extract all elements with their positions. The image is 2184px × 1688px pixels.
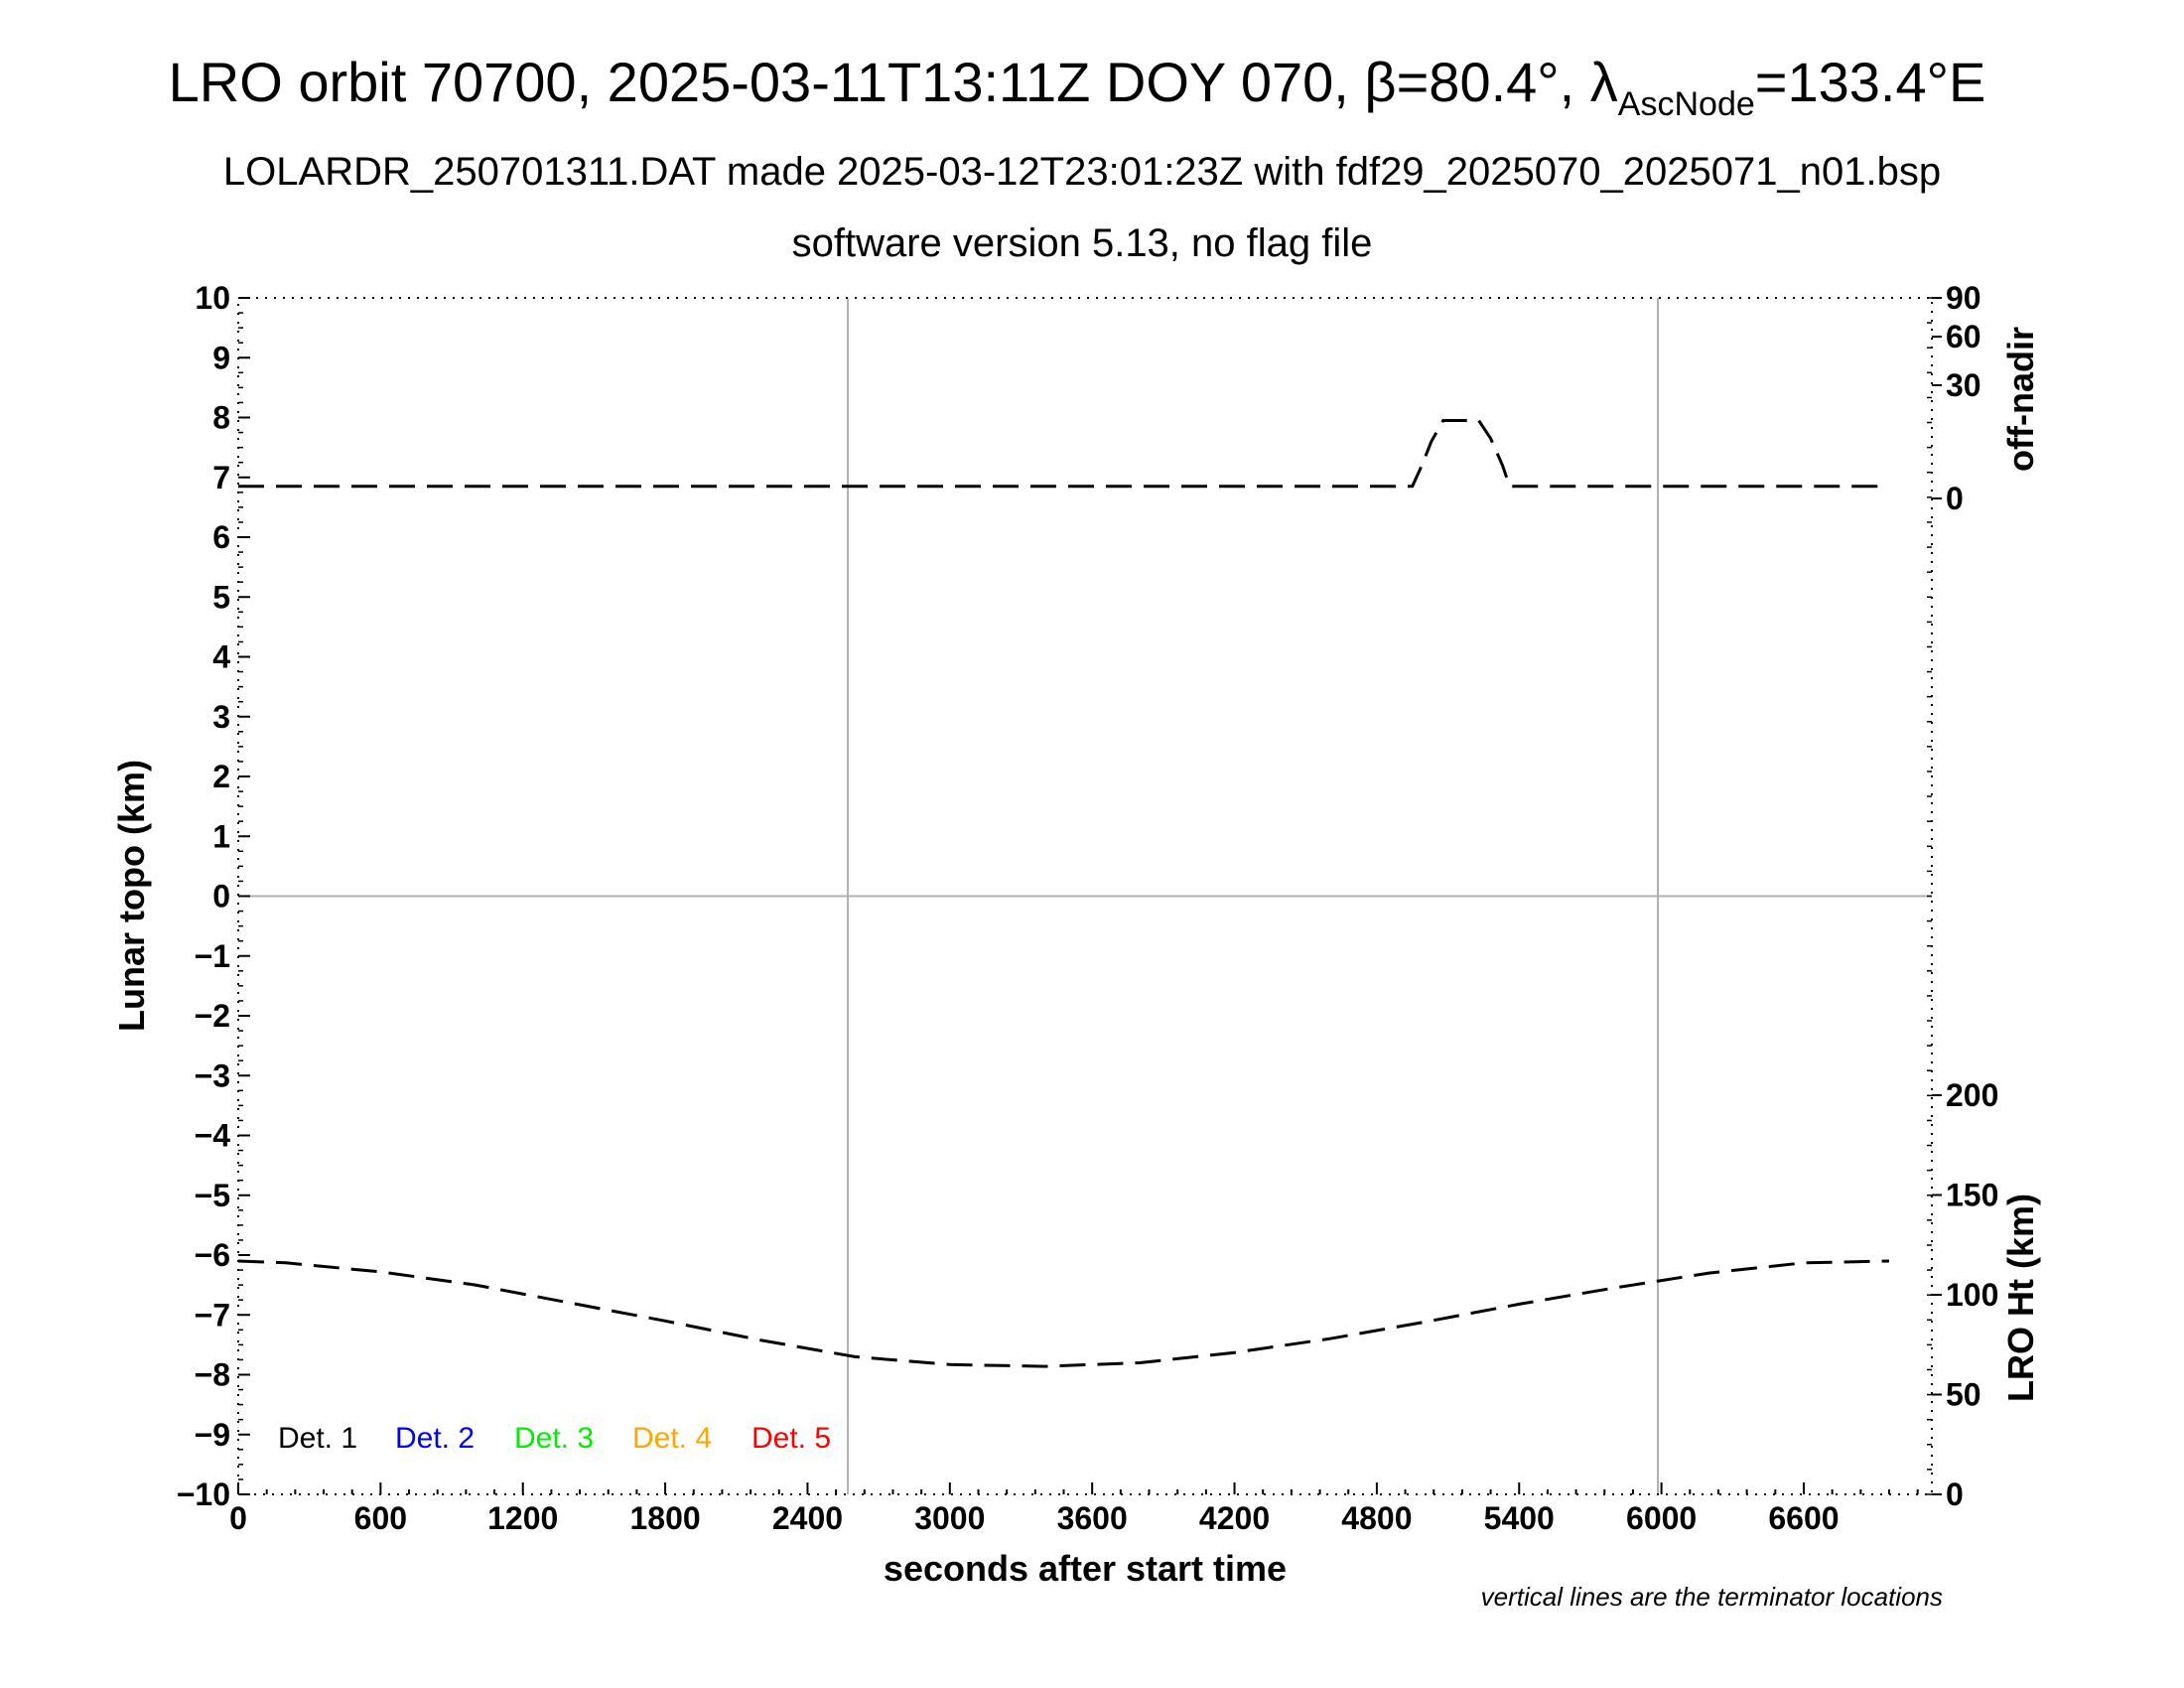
y-left-tick-label: −8 xyxy=(195,1357,230,1393)
chart-title-subscript: AscNode xyxy=(1618,85,1755,123)
x-tick-label: 0 xyxy=(229,1500,247,1536)
y-right-bottom-tick-label: 50 xyxy=(1946,1377,1981,1413)
y-left-tick-label: −3 xyxy=(195,1057,230,1093)
plot-frame xyxy=(237,297,1933,1495)
chart-subtitle-2: software version 5.13, no flag file xyxy=(792,221,1373,265)
legend-entry: Det. 2 xyxy=(395,1422,475,1455)
y-left-tick-label: −7 xyxy=(195,1297,230,1333)
x-tick-label: 6600 xyxy=(1768,1500,1839,1536)
y-left-tick-label: 9 xyxy=(212,340,230,375)
y-right-bottom-tick-label: 0 xyxy=(1946,1477,1964,1512)
y-left-tick-label: 4 xyxy=(212,639,230,675)
minor-ticks xyxy=(237,297,1932,1495)
y-left-tick-label: −9 xyxy=(195,1417,230,1453)
y-left-tick-label: 10 xyxy=(195,280,230,316)
y-left-tick-label: 7 xyxy=(212,460,230,495)
x-axis-label: seconds after start time xyxy=(884,1548,1287,1589)
y-right-top-tick-label: 0 xyxy=(1946,481,1964,516)
x-tick-label: 4200 xyxy=(1199,1500,1270,1536)
y-left-tick-label: −5 xyxy=(195,1178,230,1213)
y-left-tick-label: 1 xyxy=(212,818,230,854)
y-right-top-tick-label: 90 xyxy=(1946,280,1981,316)
x-tick-label: 3000 xyxy=(914,1500,985,1536)
legend-entry: Det. 3 xyxy=(514,1422,594,1455)
y-left-tick-label: 6 xyxy=(212,519,230,555)
x-tick-label: 5400 xyxy=(1484,1500,1555,1536)
y-left-tick-label: 5 xyxy=(212,579,230,615)
x-tick-label: 1200 xyxy=(487,1500,558,1536)
y-left-tick-label: −1 xyxy=(195,938,230,974)
series-group xyxy=(237,419,1890,1368)
y-right-top-tick-label: 30 xyxy=(1946,367,1981,403)
series-line xyxy=(237,1259,1890,1368)
x-tick-label: 6000 xyxy=(1626,1500,1697,1536)
y-left-tick-label: 3 xyxy=(212,699,230,735)
x-tick-label: 4800 xyxy=(1341,1500,1412,1536)
x-tick-label: 1800 xyxy=(629,1500,700,1536)
y-left-tick-label: 2 xyxy=(212,759,230,794)
y-right-bottom-tick-label: 200 xyxy=(1946,1077,1998,1113)
y-left-tick-label: 8 xyxy=(212,400,230,436)
chart-title-suffix: =133.4°E xyxy=(1755,51,1986,113)
y-left-tick-label: −10 xyxy=(177,1477,230,1512)
chart-title-prefix: LRO orbit 70700, 2025-03-11T13:11Z DOY 0… xyxy=(169,51,1618,113)
y-left-axis-label: Lunar topo (km) xyxy=(111,760,152,1032)
x-tick-label: 600 xyxy=(354,1500,407,1536)
y-right-top-tick-label: 60 xyxy=(1946,319,1981,354)
y-left-tick-label: −4 xyxy=(195,1118,231,1154)
y-left-tick-label: −2 xyxy=(195,998,230,1034)
terminator-lines xyxy=(847,298,1660,1494)
y-right-top-axis-label: off-nadir xyxy=(2000,327,2041,472)
y-right-bottom-tick-label: 150 xyxy=(1946,1178,1998,1213)
x-tick-label: 3600 xyxy=(1057,1500,1128,1536)
legend-entry: Det. 1 xyxy=(278,1422,357,1455)
y-right-bottom-tick-label: 100 xyxy=(1946,1277,1998,1313)
legend-entry: Det. 5 xyxy=(751,1422,831,1455)
y-right-bottom-axis-label: LRO Ht (km) xyxy=(2000,1194,2041,1402)
series-line xyxy=(238,419,1889,489)
terminator-note: vertical lines are the terminator locati… xyxy=(1481,1582,1943,1612)
x-tick-labels: 0 600 1200 1800 2400 3000 3600 4200 4800 5400 6000… xyxy=(229,1500,1839,1536)
legend-entry: Det. 4 xyxy=(632,1422,712,1455)
legend: Det. 1 Det. 2 Det. 3 Det. 4 Det. 5 xyxy=(278,1422,831,1455)
y-left-tick-label: 0 xyxy=(212,879,230,914)
chart-title: LRO orbit 70700, 2025-03-11T13:11Z DOY 0… xyxy=(169,51,1986,123)
x-tick-label: 2400 xyxy=(772,1500,843,1536)
y-left-tick-label: −6 xyxy=(195,1237,230,1273)
chart-subtitle-1: LOLARDR_250701311.DAT made 2025-03-12T23… xyxy=(223,150,1941,194)
